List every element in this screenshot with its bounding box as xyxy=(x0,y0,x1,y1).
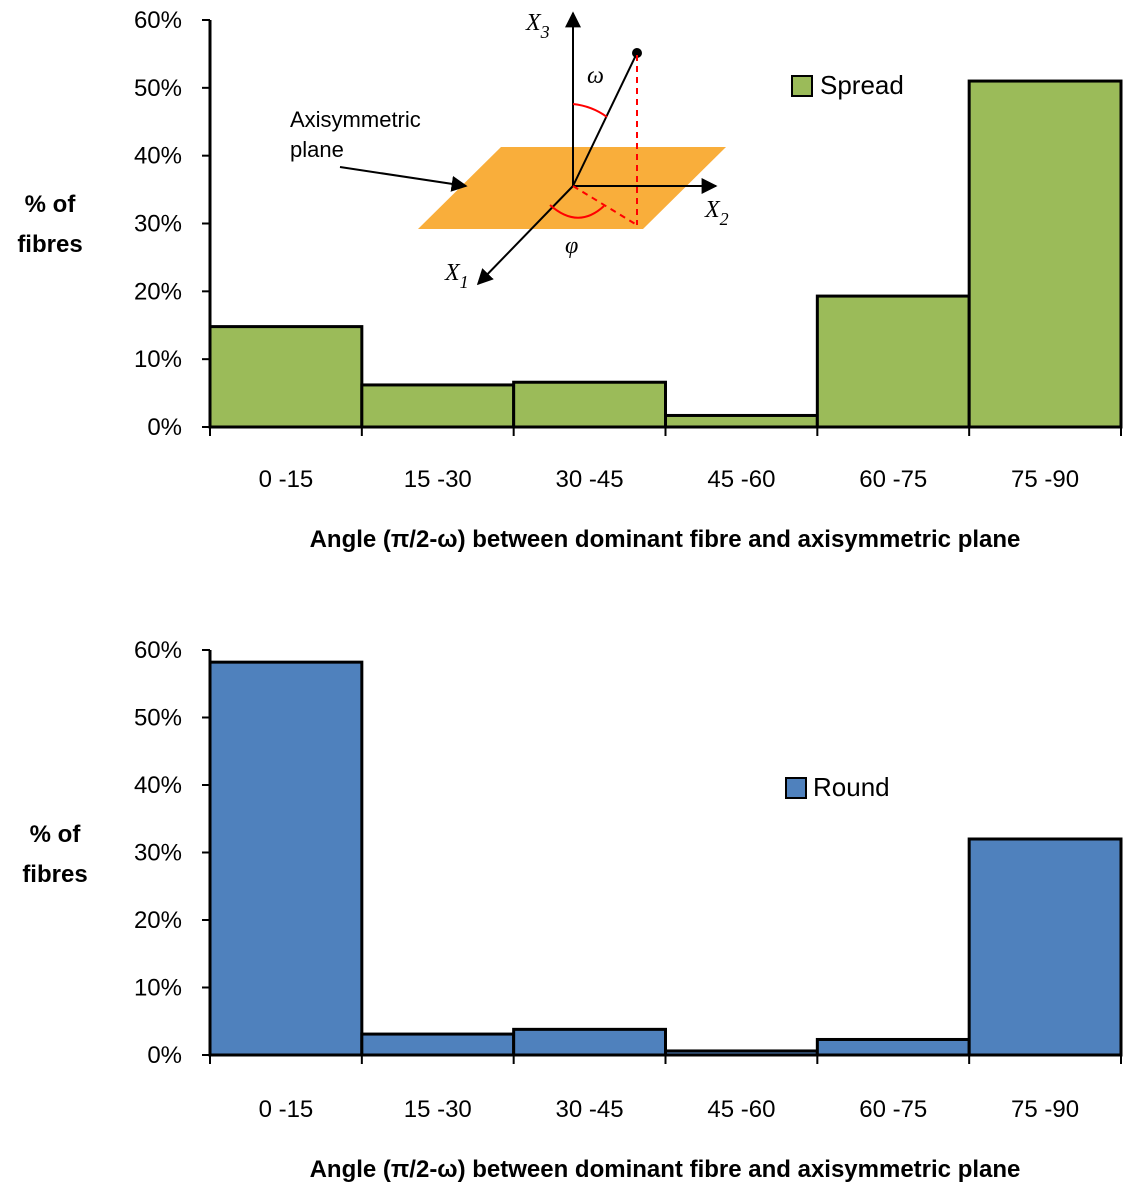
y-axis-label-line2: fibres xyxy=(22,861,87,888)
y-tick-label: 10% xyxy=(134,346,182,373)
spread-bar xyxy=(208,325,364,429)
y-tick-label: 40% xyxy=(134,143,182,170)
y-axis-label-line1: % of xyxy=(25,191,77,218)
legend-swatch-round xyxy=(785,777,807,799)
category-label: 0 -15 xyxy=(259,466,314,493)
y-tick-labels: 0% 10% 20% 30% 40% 50% 60% xyxy=(134,7,182,441)
y-tick-label: 10% xyxy=(134,975,182,1002)
spread-chart: 0% 10% 20% 30% 40% 50% 60% 0 -15 15 -30 30 -45 45… xyxy=(17,7,1123,553)
category-label: 30 -45 xyxy=(556,466,624,493)
axes xyxy=(202,649,1122,1064)
spread-bar xyxy=(512,380,668,429)
round-bar xyxy=(815,1037,971,1057)
category-label: 45 -60 xyxy=(707,1096,775,1123)
phi-angle-arc xyxy=(549,204,605,219)
round-bar xyxy=(512,1027,668,1057)
category-labels: 0 -15 15 -30 30 -45 45 -60 60 -75 75 -90 xyxy=(259,466,1080,493)
bars xyxy=(208,79,1123,429)
fibre-vector xyxy=(572,52,638,187)
x1-axis-arrow xyxy=(476,185,574,286)
y-tick-label: 0% xyxy=(147,414,182,441)
plane-projection-line xyxy=(572,185,638,226)
y-tick-label: 0% xyxy=(147,1042,182,1069)
plane-label-line1: Axisymmetric xyxy=(290,107,421,132)
category-label: 15 -30 xyxy=(404,1096,472,1123)
y-tick-label: 60% xyxy=(134,7,182,34)
category-label: 30 -45 xyxy=(556,1096,624,1123)
spread-bar xyxy=(815,294,971,429)
y-axis-label-line2: fibres xyxy=(17,231,82,258)
y-tick-label: 40% xyxy=(134,772,182,799)
legend-label-spread: Spread xyxy=(820,70,904,100)
category-label: 60 -75 xyxy=(859,1096,927,1123)
category-label: 60 -75 xyxy=(859,466,927,493)
category-label: 75 -90 xyxy=(1011,466,1079,493)
y-tick-label: 20% xyxy=(134,907,182,934)
spread-bar xyxy=(664,413,819,429)
x3-label: X3 xyxy=(525,10,550,42)
x2-label: X2 xyxy=(704,197,729,229)
round-chart: 0% 10% 20% 30% 40% 50% 60% 0 -15 15 -30 30 -45 45… xyxy=(22,637,1123,1183)
y-tick-label: 30% xyxy=(134,211,182,238)
x3-letter: X xyxy=(525,10,542,36)
x3-subscript: 3 xyxy=(540,22,550,42)
axisymmetric-plane-diagram: Axisymmetric plane X3 X2 X1 ω φ xyxy=(290,10,729,292)
x1-subscript: 1 xyxy=(460,272,469,292)
legend-swatch-spread xyxy=(791,75,813,97)
x-axis-title: Angle (π/2-ω) between dominant fibre and… xyxy=(310,1156,1021,1183)
legend: Spread xyxy=(791,70,904,100)
x-axis-title: Angle (π/2-ω) between dominant fibre and… xyxy=(310,526,1021,553)
fibre-endpoint xyxy=(632,48,642,58)
spread-bar xyxy=(967,79,1123,429)
round-bar xyxy=(208,660,364,1057)
round-bar xyxy=(360,1032,516,1057)
y-axis-label-line1: % of xyxy=(30,821,82,848)
omega-angle-arc xyxy=(572,103,608,118)
y-tick-labels: 0% 10% 20% 30% 40% 50% 60% xyxy=(134,637,182,1069)
y-tick-label: 60% xyxy=(134,637,182,664)
phi-label: φ xyxy=(565,233,578,259)
category-label: 75 -90 xyxy=(1011,1096,1079,1123)
y-tick-label: 30% xyxy=(134,840,182,867)
category-label: 15 -30 xyxy=(404,466,472,493)
round-bar xyxy=(967,837,1123,1057)
category-label: 0 -15 xyxy=(259,1096,314,1123)
y-tick-label: 20% xyxy=(134,278,182,305)
y-tick-label: 50% xyxy=(134,705,182,732)
spread-bar xyxy=(360,383,516,429)
bars xyxy=(208,660,1123,1057)
legend: Round xyxy=(785,772,890,802)
plane-label-line2: plane xyxy=(290,137,344,162)
x1-letter: X xyxy=(444,260,461,286)
category-labels: 0 -15 15 -30 30 -45 45 -60 60 -75 75 -90 xyxy=(259,1096,1080,1123)
plane-pointer-arrow xyxy=(339,166,468,192)
x2-letter: X xyxy=(704,197,721,223)
x2-subscript: 2 xyxy=(720,209,729,229)
category-label: 45 -60 xyxy=(707,466,775,493)
y-tick-label: 50% xyxy=(134,75,182,102)
x1-label: X1 xyxy=(444,260,469,292)
omega-label: ω xyxy=(587,63,604,89)
axes xyxy=(202,19,1122,436)
legend-label-round: Round xyxy=(813,772,890,802)
